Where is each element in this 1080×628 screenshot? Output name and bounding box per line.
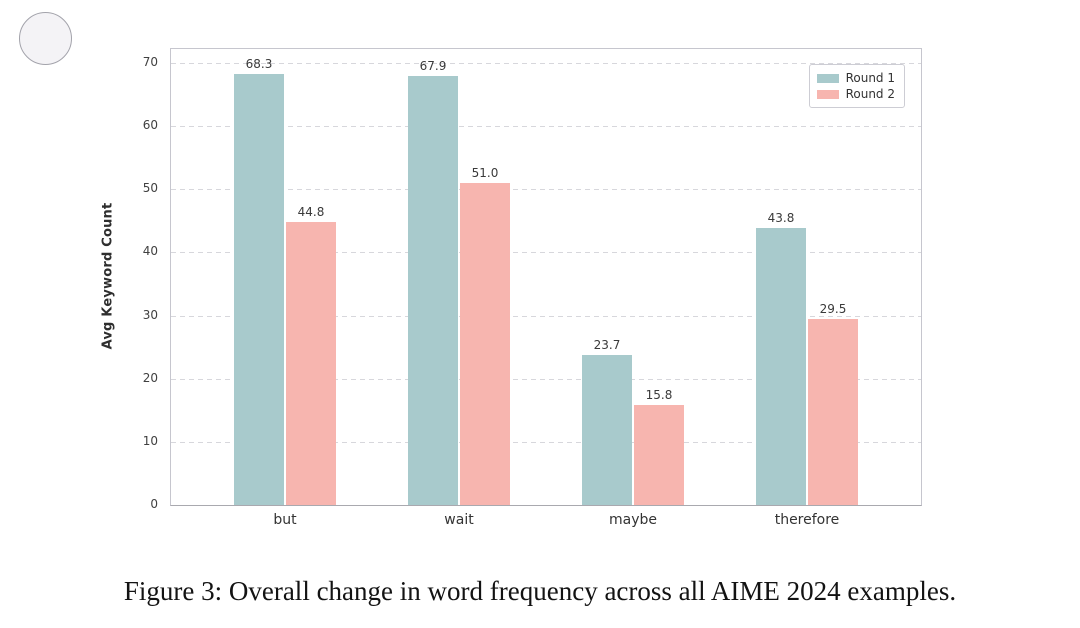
y-tick-0: 0: [150, 497, 158, 511]
bar-value-label: 15.8: [645, 388, 673, 403]
bar-value-label: 67.9: [419, 59, 447, 74]
y-tick-10: 10: [142, 433, 158, 448]
gridline-20: [171, 378, 921, 380]
bar-round-2-maybe: [634, 405, 684, 505]
legend-swatch: [816, 89, 839, 99]
bar-round-2-wait: [460, 182, 510, 505]
y-tick-30: 30: [142, 307, 158, 322]
gridline-60: [171, 126, 921, 128]
bar-round-1-therefore: [756, 228, 806, 505]
y-tick-20: 20: [142, 370, 158, 385]
bar-round-2-therefore: [808, 318, 858, 505]
plot-area: Round 1 Round 2 68.3 44.8 67.9 51.0 23.7 15.8 4…: [170, 48, 922, 506]
legend-item-round-1: Round 1: [816, 70, 895, 86]
legend-swatch: [816, 73, 839, 83]
x-tick-wait: wait: [444, 512, 474, 528]
bar-round-1-but: [234, 73, 284, 505]
x-tick-therefore: therefore: [774, 512, 840, 528]
bar-value-label: 51.0: [471, 165, 499, 180]
gridline-70: [171, 63, 921, 64]
y-tick-70: 70: [142, 55, 158, 69]
figure-3-chart: Avg Keyword Count 0 10 20 30 40 50 60 70 Round …: [101, 48, 922, 528]
bar-value-label: 23.7: [593, 338, 621, 353]
gridline-10: [171, 441, 921, 443]
bar-round-1-wait: [408, 76, 458, 505]
bar-round-1-maybe: [582, 355, 632, 505]
bar-value-label: 29.5: [819, 301, 847, 316]
avatar-circle: [19, 12, 72, 65]
legend-item-round-2: Round 2: [816, 86, 895, 102]
x-tick-but: but: [273, 512, 297, 528]
bar-round-2-but: [286, 222, 336, 505]
gridline-40: [171, 252, 921, 254]
legend-label: Round 2: [845, 87, 895, 101]
y-axis-ticks: 0 10 20 30 40 50 60 70: [106, 48, 158, 511]
y-tick-50: 50: [142, 181, 158, 196]
bar-value-label: 44.8: [297, 205, 325, 220]
legend: Round 1 Round 2: [808, 64, 905, 108]
y-tick-40: 40: [142, 244, 158, 259]
gridline-30: [171, 315, 921, 317]
x-tick-maybe: maybe: [608, 512, 658, 528]
y-tick-60: 60: [142, 118, 158, 133]
bar-value-label: 43.8: [767, 211, 795, 226]
gridline-50: [171, 189, 921, 191]
figure-caption: Figure 3: Overall change in word frequen…: [123, 576, 957, 606]
legend-label: Round 1: [845, 71, 895, 85]
bar-value-label: 68.3: [245, 56, 273, 71]
